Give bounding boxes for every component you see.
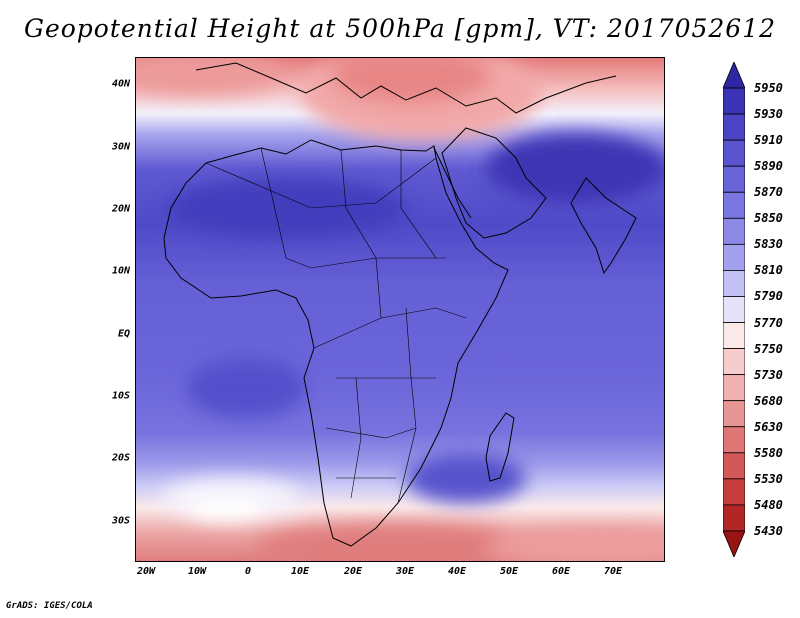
coastlines [163, 62, 637, 547]
colorbar-cell [723, 374, 745, 402]
colorbar-label: 5830 [754, 237, 783, 252]
colorbar-label: 5810 [754, 263, 783, 278]
colorbar-cell [723, 478, 745, 506]
colorbar-min-arrow [723, 530, 745, 557]
colorbar-label: 5580 [754, 445, 783, 460]
lon-label-0: 0 [244, 566, 252, 577]
colorbar-cell [723, 139, 745, 167]
lon-label-40e: 40E [447, 566, 467, 577]
field-features [136, 58, 664, 561]
colorbar-label: 5870 [754, 185, 783, 200]
lon-label-10w: 10W [187, 566, 207, 577]
colorbar-label: 5850 [754, 211, 783, 226]
map-panel[interactable] [135, 57, 665, 562]
country-borders [205, 147, 467, 504]
colorbar-label: 5530 [754, 471, 783, 486]
colorbar-cell [723, 217, 745, 245]
colorbar-label: 5770 [754, 315, 783, 330]
lat-label-30n: 30N [111, 141, 130, 153]
lon-label-60e: 60E [551, 566, 571, 577]
colorbar-cell [723, 426, 745, 454]
colorbar-label: 5430 [754, 523, 783, 538]
colorbar-cell [723, 400, 745, 428]
height-field-map [136, 58, 664, 561]
colorbar-cell [723, 296, 745, 323]
colorbar-max-arrow [723, 62, 745, 89]
colorbar-label: 5930 [754, 107, 783, 122]
lat-label-20n: 20N [111, 203, 130, 215]
lon-label-50e: 50E [499, 566, 519, 577]
colorbar-label: 5750 [754, 341, 783, 356]
lat-label-30s: 30S [111, 515, 130, 527]
lon-label-30e: 30E [395, 566, 415, 577]
lat-label-10s: 10S [111, 390, 130, 402]
colorbar-label: 5480 [754, 497, 783, 512]
arabia-coastline [441, 127, 547, 239]
map-title: Geopotential Height at 500hPa [gpm], VT:… [23, 14, 777, 43]
lon-label-20w: 20W [136, 566, 156, 577]
colorbar-cell [723, 113, 745, 141]
lat-label-20s: 20S [111, 452, 130, 464]
footer-credit: GrADS: IGES/COLA [6, 601, 93, 611]
colorbar-label: 5950 [754, 81, 783, 96]
lat-label-eq: EQ [117, 328, 130, 340]
colorbar-cell [723, 270, 745, 297]
lon-label-20e: 20E [343, 566, 363, 577]
colorbar-cell [723, 87, 745, 115]
india-coastline [570, 177, 637, 275]
colorbar-label: 5680 [754, 393, 783, 408]
red-sea-coast [433, 147, 472, 219]
lat-label-40n: 40N [111, 78, 130, 90]
colorbar-cell [723, 452, 745, 480]
colorbar-label: 5630 [754, 419, 783, 434]
colorbar-cell [723, 243, 745, 271]
colorbar-label: 5730 [754, 367, 783, 382]
colorbar-label: 5910 [754, 133, 783, 148]
colorbar-cell [723, 504, 745, 532]
lon-label-70e: 70E [603, 566, 623, 577]
colorbar-label: 5890 [754, 159, 783, 174]
colorbar-cell [723, 322, 745, 349]
colorbar-label: 5790 [754, 289, 783, 304]
colorbar-cell [723, 191, 745, 219]
europe-coastline [195, 62, 617, 114]
madagascar-coastline [485, 412, 515, 482]
africa-coastline [163, 139, 509, 547]
lon-label-10e: 10E [290, 566, 310, 577]
colorbar-cell [723, 165, 745, 193]
lat-label-10n: 10N [111, 265, 130, 277]
colorbar-cell [723, 348, 745, 376]
colorbar [723, 62, 745, 557]
